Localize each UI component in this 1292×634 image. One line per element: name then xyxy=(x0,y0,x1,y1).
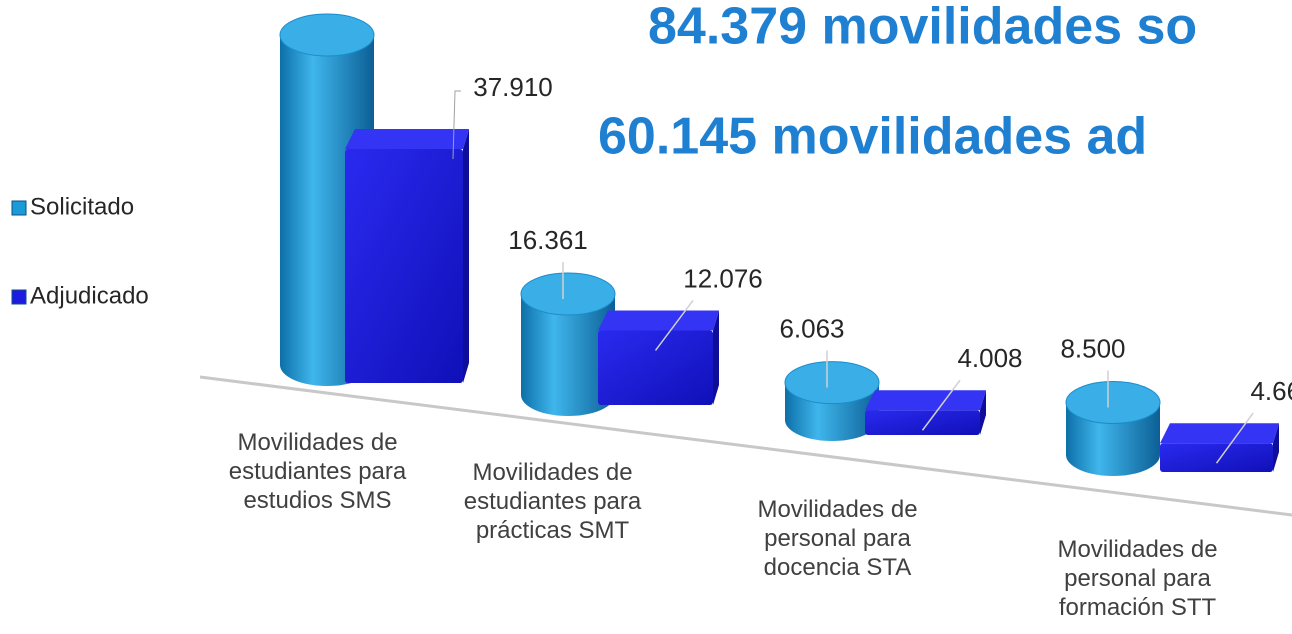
legend-swatch xyxy=(11,289,27,305)
value-label: 4.660 xyxy=(1250,376,1292,406)
category-label: Movilidades de estudiantes para práctica… xyxy=(463,459,642,544)
annotation: 84.379 movilidades so xyxy=(648,0,1197,56)
legend-swatch xyxy=(11,200,27,216)
cylinder-top xyxy=(520,272,616,316)
box-front xyxy=(598,330,713,405)
bar xyxy=(865,390,986,435)
cylinder-top xyxy=(1065,381,1161,425)
leader-line xyxy=(1215,412,1254,464)
box-side xyxy=(713,310,719,405)
box-side xyxy=(1273,423,1279,472)
legend-label: Adjudicado xyxy=(30,282,149,309)
bar xyxy=(520,272,616,416)
box-front xyxy=(1160,443,1273,472)
value-label: 8.500 xyxy=(1060,333,1125,363)
box-top xyxy=(598,310,719,331)
cylinder-body xyxy=(521,293,615,416)
box-front xyxy=(865,410,980,435)
cylinder-top xyxy=(784,361,880,405)
bar xyxy=(1160,423,1279,472)
value-label: 37.910 xyxy=(473,72,553,102)
leader-line xyxy=(654,299,694,351)
bar xyxy=(1065,381,1161,476)
floor-line xyxy=(199,375,1292,517)
bar xyxy=(345,128,469,383)
leader-line xyxy=(452,90,461,159)
box-side xyxy=(463,128,469,383)
legend-label: Solicitado xyxy=(30,193,134,220)
category-label: Movilidades de personal para formación S… xyxy=(1057,536,1218,621)
value-label: 6.063 xyxy=(779,313,844,343)
box-side xyxy=(980,390,986,435)
value-label: 4.008 xyxy=(957,343,1022,373)
category-label: Movilidades de estudiantes para estudios… xyxy=(228,429,407,514)
box-top xyxy=(865,390,986,411)
box-top xyxy=(345,128,469,149)
value-label: 16.361 xyxy=(508,225,588,255)
leader-line xyxy=(921,379,961,431)
box-top xyxy=(1160,423,1279,444)
category-label: Movilidades de personal para docencia ST… xyxy=(757,496,918,581)
annotation: 60.145 movilidades ad xyxy=(598,108,1147,166)
box-front xyxy=(345,148,463,383)
bar xyxy=(784,361,880,441)
value-label: 12.076 xyxy=(683,263,763,293)
cylinder-top xyxy=(279,13,375,57)
bar xyxy=(598,310,719,405)
